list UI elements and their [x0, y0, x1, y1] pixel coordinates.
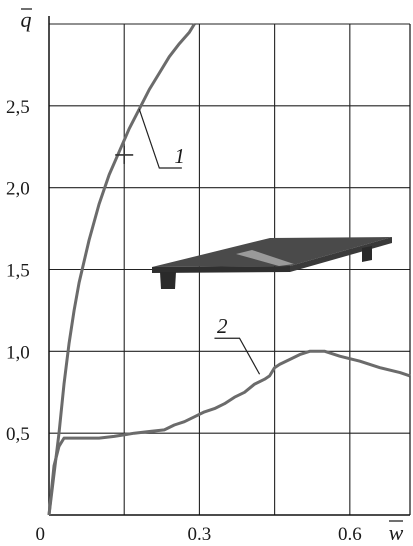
plate-side-edge [290, 237, 392, 272]
series-2-line [47, 349, 411, 516]
y-tick-label: 1,5 [6, 261, 30, 282]
y-tick-label: 0,5 [6, 424, 30, 445]
right-support [362, 246, 372, 262]
axes [48, 16, 411, 516]
labels: 0,5 1,0 1,5 2,0 2,5 0 0.3 0.6 q w 1 2 [6, 7, 404, 545]
y-tick-label: 2,5 [6, 97, 30, 118]
y-tick-label: 1,0 [6, 342, 30, 363]
plate-front-edge [152, 266, 290, 273]
grid [49, 23, 410, 515]
series-group [47, 23, 411, 516]
y-tick-label: 2,0 [6, 179, 30, 200]
annotation-leader-line [214, 337, 261, 375]
left-support [160, 272, 176, 289]
plate-top [152, 237, 392, 267]
curve-label-1: 1 [174, 144, 185, 168]
annotation-leader-line [138, 108, 182, 169]
x-tick-label: 0 [36, 524, 46, 545]
y-axis-label: q [21, 7, 32, 32]
weld-seam [236, 250, 294, 266]
curve-label-2: 2 [217, 314, 228, 338]
specimen-illustration [152, 237, 392, 289]
x-tick-label: 0.6 [338, 524, 362, 545]
x-axis-label: w [389, 520, 404, 545]
x-tick-label: 0.3 [188, 524, 212, 545]
series-1-line [47, 23, 196, 516]
